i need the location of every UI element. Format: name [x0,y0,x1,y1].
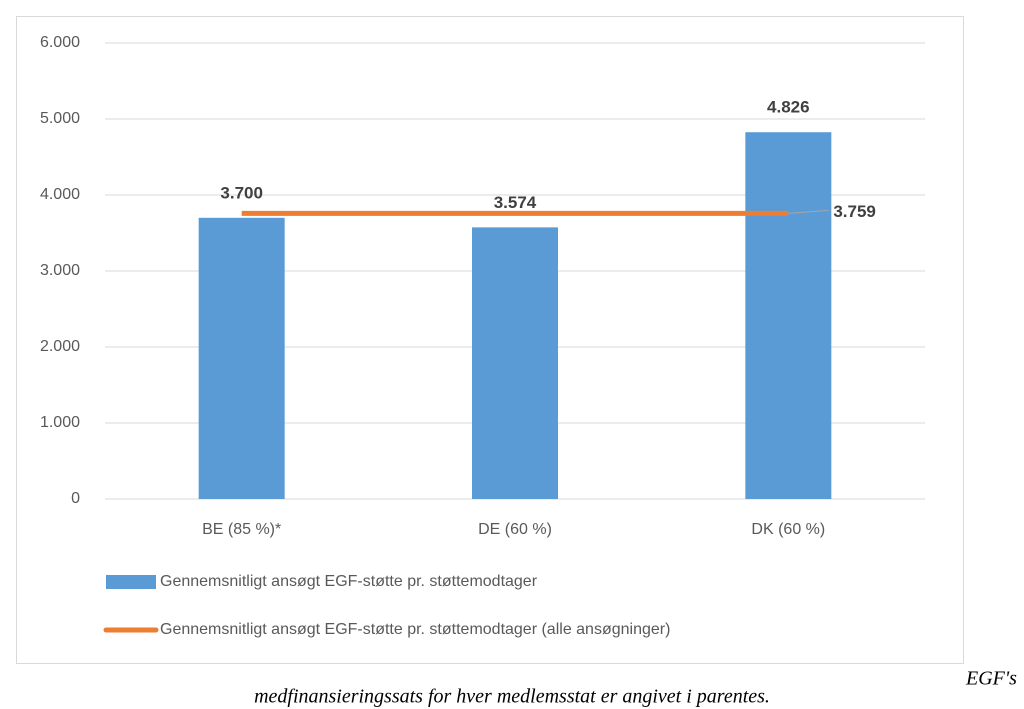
x-tick-label: DE (60 %) [478,521,552,538]
bar [745,132,832,499]
data-label: 4.826 [767,98,810,117]
y-tick-label: 1.000 [40,414,80,431]
y-tick-label: 5.000 [40,110,80,127]
legend-swatch [106,575,156,589]
caption: medfinansieringssats for hver medlemssta… [254,686,770,708]
leader-line [788,209,829,214]
y-tick-label: 6.000 [40,34,80,51]
bar [198,217,285,500]
data-label: 3.759 [833,202,876,221]
caption: EGF's [965,668,1017,690]
x-tick-label: BE (85 %)* [202,521,281,538]
y-tick-label: 4.000 [40,186,80,203]
y-tick-label: 0 [71,490,80,507]
data-label: 3.574 [494,193,537,212]
legend-label: Gennemsnitligt ansøgt EGF-støtte pr. stø… [160,573,538,590]
chart-frame [16,16,964,664]
x-tick-label: DK (60 %) [751,521,825,538]
legend-label: Gennemsnitligt ansøgt EGF-støtte pr. stø… [160,621,670,638]
data-label: 3.700 [220,183,263,202]
y-tick-label: 2.000 [40,338,80,355]
y-tick-label: 3.000 [40,262,80,279]
bar [472,227,558,499]
